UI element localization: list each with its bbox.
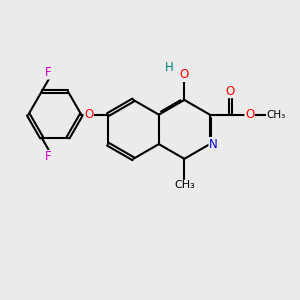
Text: CH₃: CH₃ xyxy=(266,110,286,120)
Text: F: F xyxy=(45,66,52,79)
Text: H: H xyxy=(165,61,174,74)
Text: O: O xyxy=(180,68,189,81)
Text: O: O xyxy=(245,108,254,121)
Text: O: O xyxy=(84,108,93,121)
Text: O: O xyxy=(226,85,235,98)
Text: CH₃: CH₃ xyxy=(174,180,195,190)
Text: F: F xyxy=(45,150,52,164)
Text: N: N xyxy=(209,138,218,151)
